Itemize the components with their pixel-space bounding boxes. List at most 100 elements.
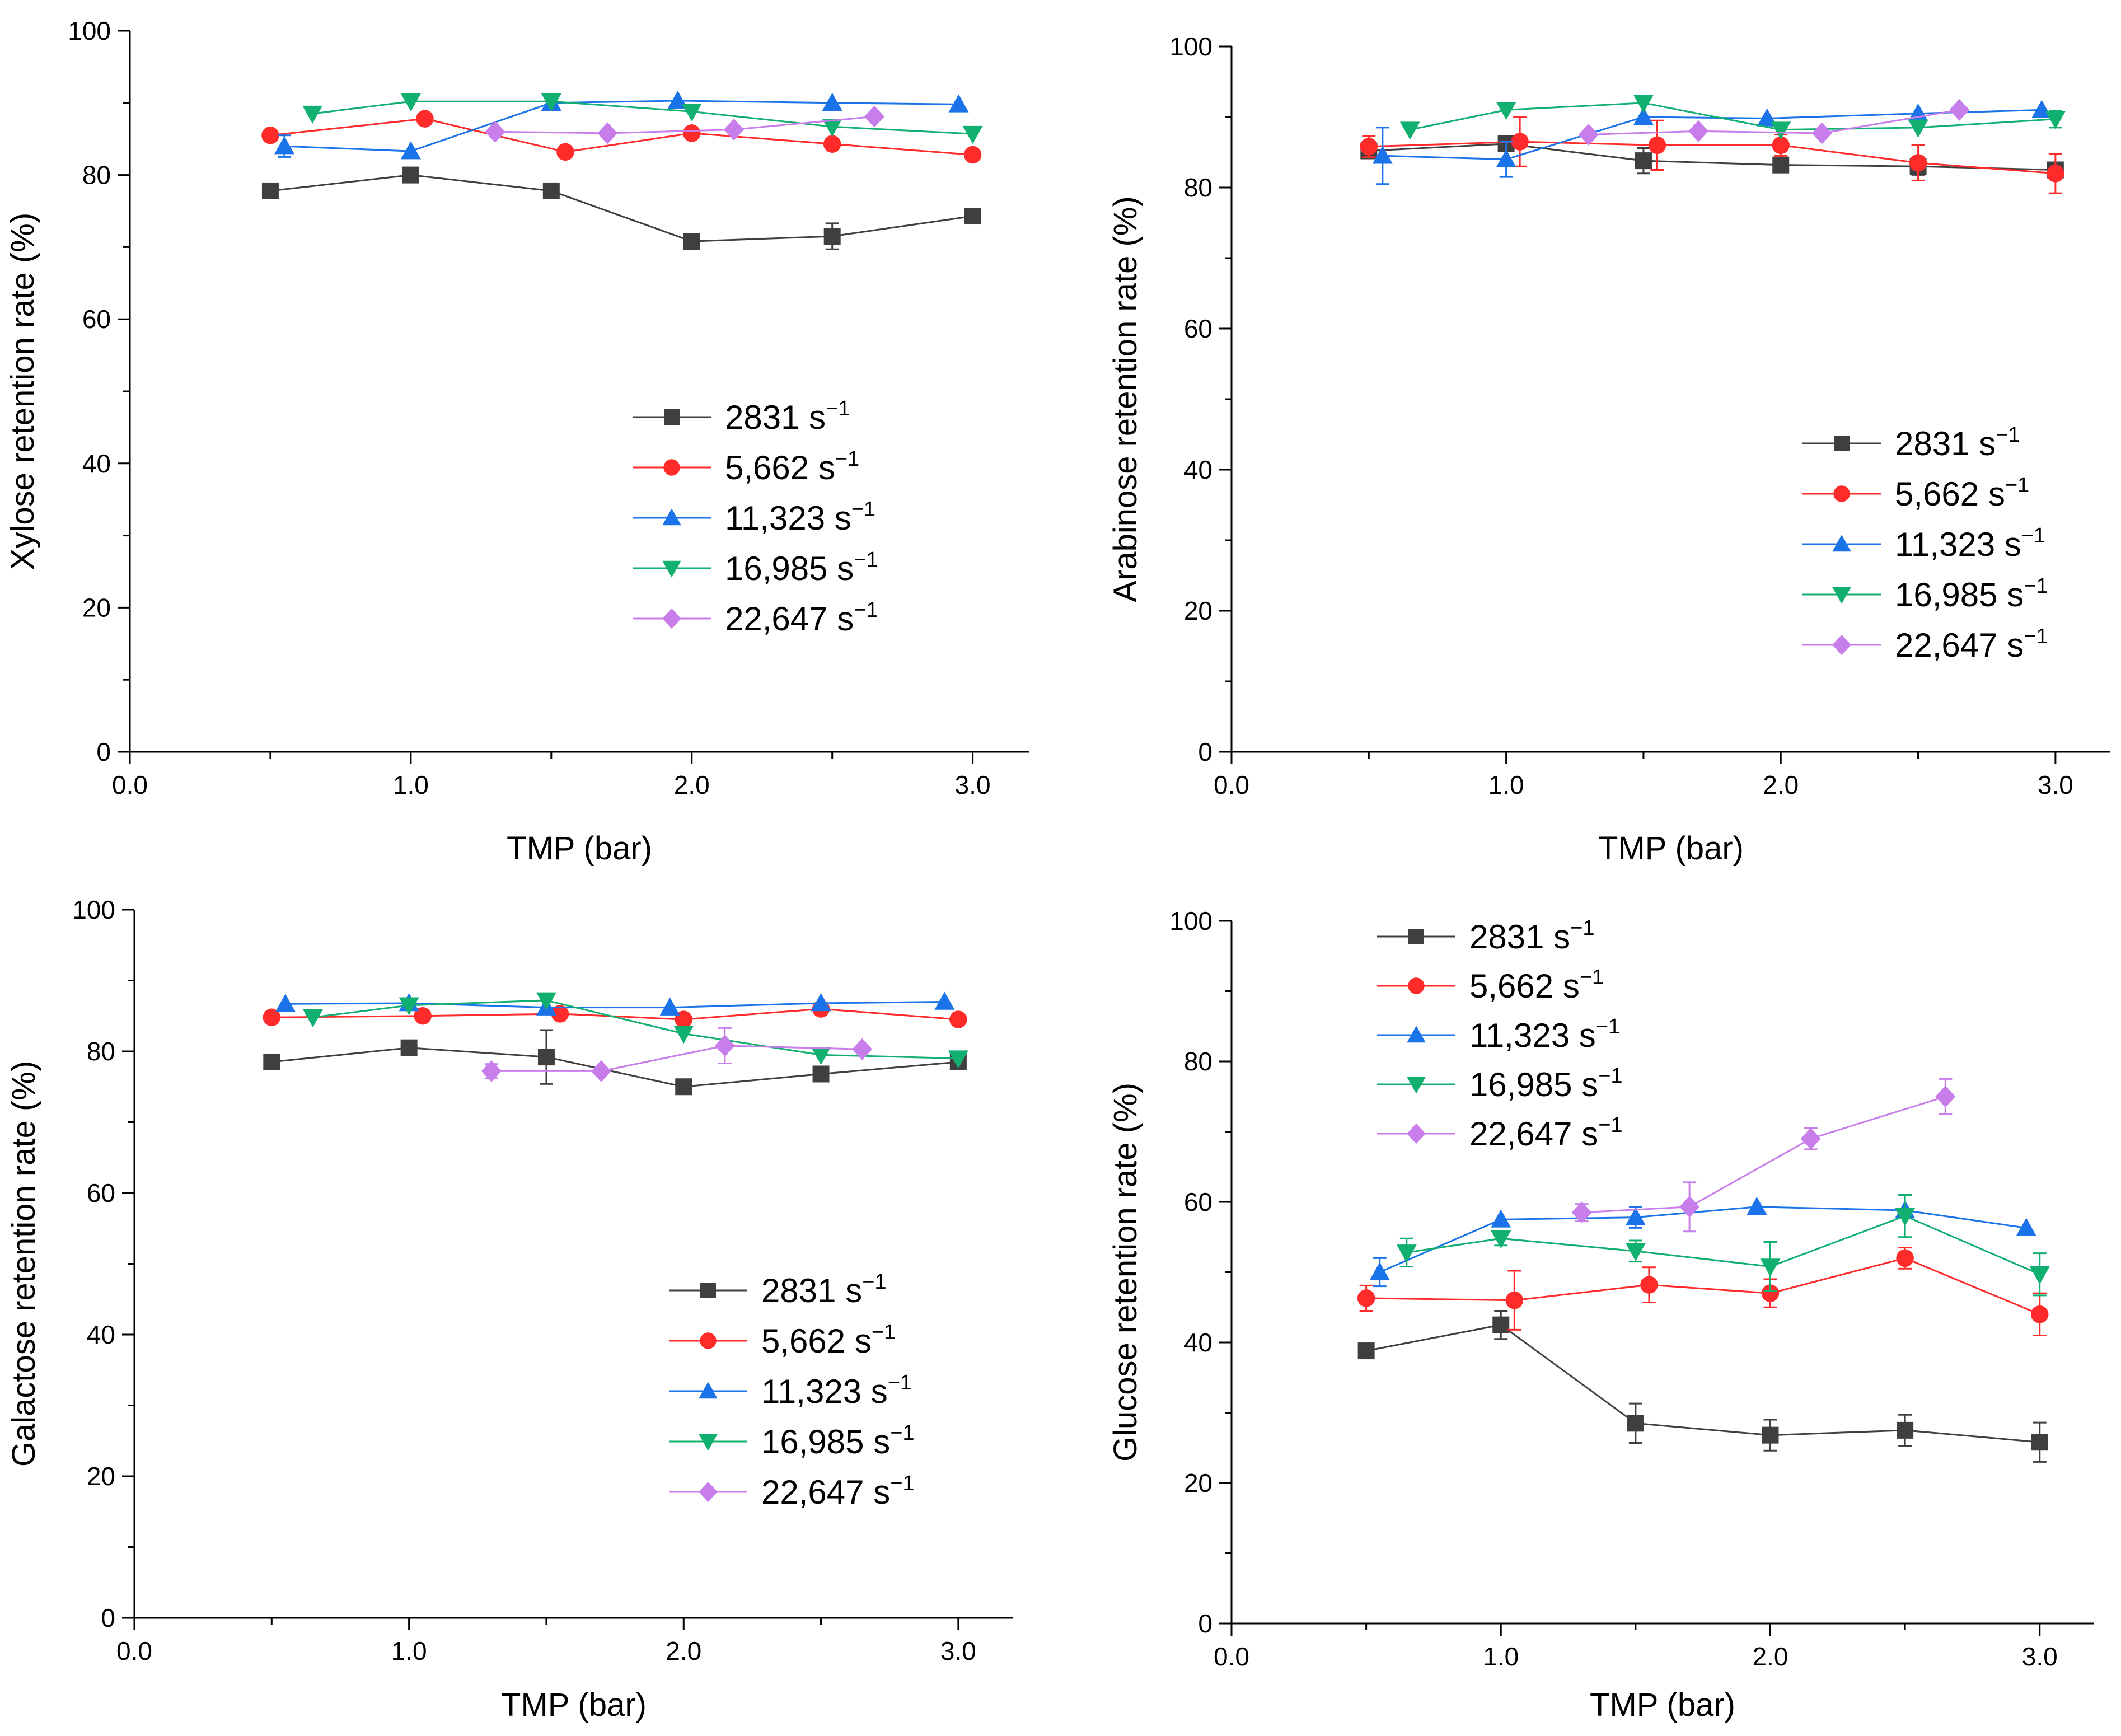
data-point	[1369, 1262, 1390, 1280]
y-tick-label: 60	[1184, 1187, 1212, 1216]
series-line	[1379, 1206, 2026, 1273]
data-point	[485, 120, 505, 143]
legend-item: 2831 s−1	[1377, 916, 1594, 956]
data-point	[400, 141, 421, 160]
legend-label: 11,323 s−1	[761, 1371, 912, 1410]
legend-series-name: 16,985	[1895, 576, 2007, 614]
data-point	[1578, 124, 1599, 146]
legend-marker	[1407, 1077, 1426, 1094]
legend-unit: s	[818, 449, 835, 486]
data-point	[1511, 133, 1529, 151]
data-point	[1761, 1284, 1780, 1302]
legend-label: 5,662 s−1	[1469, 966, 1604, 1005]
x-tick-label: 0.0	[1214, 1642, 1249, 1671]
y-tick-label: 40	[1184, 455, 1212, 484]
y-tick-label: 60	[82, 305, 111, 334]
series-line	[1369, 141, 2056, 175]
data-point	[1648, 136, 1666, 155]
legend-unit-superscript: −1	[854, 548, 878, 572]
data-point	[536, 992, 556, 1010]
legend-unit: s	[1581, 1115, 1598, 1153]
data-point	[302, 105, 323, 124]
series-16985	[302, 992, 968, 1069]
y-tick-label: 80	[1184, 173, 1212, 202]
data-point	[1625, 1243, 1646, 1261]
data-point	[1357, 1342, 1375, 1360]
legend-label: 11,323 s−1	[725, 498, 875, 537]
legend-unit: s	[1581, 1066, 1598, 1103]
data-point	[962, 125, 983, 144]
data-point	[963, 146, 982, 164]
legend-series-name: 22,647	[1469, 1115, 1581, 1153]
data-point	[2047, 165, 2064, 183]
legend-series-name: 5,662	[1895, 475, 1988, 513]
legend-label: 16,985 s−1	[1469, 1064, 1623, 1103]
legend-series-name: 5,662	[1469, 967, 1563, 1005]
series-line	[1588, 109, 1960, 135]
series-line	[270, 174, 973, 242]
data-point	[823, 228, 841, 245]
series-5662	[261, 110, 982, 164]
data-point	[934, 991, 955, 1010]
series-16985	[1399, 95, 2066, 140]
legend-marker	[662, 508, 681, 526]
legend-item: 11,323 s−1	[1802, 524, 2045, 563]
data-point	[864, 105, 884, 128]
legend-series-name: 5,662	[725, 449, 818, 486]
legend-unit: s	[837, 600, 854, 638]
x-axis-title: TMP (bar)	[507, 830, 652, 867]
data-point	[400, 93, 421, 112]
legend-label: 5,662 s−1	[761, 1321, 896, 1360]
x-tick-label: 0.0	[1214, 770, 1249, 799]
data-point	[541, 93, 561, 112]
legend-unit-superscript: −1	[851, 498, 875, 521]
legend-item: 22,647 s−1	[1802, 625, 2048, 664]
legend-unit-superscript: −1	[854, 598, 878, 622]
legend-unit-superscript: −1	[1598, 1113, 1622, 1137]
legend-unit-superscript: −1	[890, 1421, 914, 1445]
legend-item: 5,662 s−1	[669, 1321, 896, 1360]
data-point	[481, 1060, 502, 1082]
series-11323	[1372, 100, 2052, 185]
legend-label: 2831 s−1	[725, 397, 850, 436]
series-line	[1581, 1096, 1946, 1214]
data-point	[1505, 1291, 1524, 1309]
legend-marker	[1407, 1123, 1426, 1144]
data-point	[823, 135, 841, 153]
legend-label: 11,323 s−1	[1469, 1015, 1620, 1054]
legend-unit-superscript: −1	[1996, 423, 2020, 447]
series-16985	[1396, 1194, 2050, 1297]
series-line	[285, 1000, 945, 1009]
legend-unit: s	[1579, 1017, 1596, 1054]
legend-unit: s	[809, 399, 826, 436]
legend-marker	[1832, 587, 1851, 604]
series-line	[1366, 1257, 2040, 1316]
legend-marker	[1832, 634, 1851, 656]
data-point	[1771, 121, 1791, 140]
data-point	[1491, 1230, 1511, 1249]
x-tick-label: 3.0	[940, 1636, 976, 1665]
data-point	[1679, 1196, 1700, 1218]
data-point	[399, 997, 419, 1016]
legend-item: 16,985 s−1	[633, 548, 878, 587]
data-point	[673, 1026, 694, 1044]
y-tick-label: 40	[87, 1320, 115, 1349]
x-tick-label: 0.0	[112, 770, 148, 799]
legend-unit-superscript: −1	[862, 1270, 886, 1294]
data-point	[812, 1065, 830, 1083]
data-point	[1396, 1244, 1417, 1263]
data-point	[263, 1008, 281, 1027]
legend-series-name: 22,647	[761, 1473, 873, 1511]
x-tick-label: 2.0	[674, 770, 710, 799]
legend-item: 2831 s−1	[669, 1270, 886, 1309]
legend-item: 5,662 s−1	[633, 447, 859, 486]
legend-label: 5,662 s−1	[725, 447, 859, 486]
y-tick-label: 60	[87, 1178, 115, 1208]
legend-unit: s	[1563, 967, 1580, 1005]
data-point	[1633, 95, 1654, 113]
data-point	[556, 143, 574, 161]
legend-item: 2831 s−1	[633, 397, 850, 436]
legend-series-name: 5,662	[761, 1322, 855, 1360]
data-point	[1571, 1201, 1592, 1224]
data-point	[597, 122, 618, 144]
